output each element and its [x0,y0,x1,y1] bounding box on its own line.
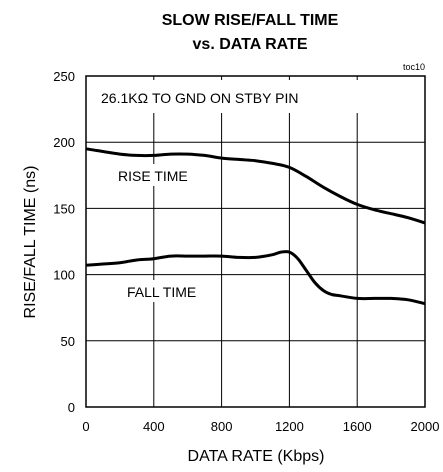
y-tick-labels: 0 50 100 150 200 250 [53,69,75,415]
series-layer [85,147,426,306]
annotation-box [89,80,416,113]
figure-tag: toc10 [403,62,425,72]
y-tick-label: 100 [53,268,75,283]
fall-time-line [85,250,426,306]
fall-label-bg [124,280,212,302]
x-axis-label: DATA RATE (Kbps) [188,448,325,465]
y-tick-label: 50 [61,334,75,349]
chart-title: SLOW RISE/FALL TIME [162,12,339,29]
chart-subtitle: vs. DATA RATE [193,36,308,53]
x-tick-label: 800 [211,419,233,434]
annotation-text: 26.1KΩ TO GND ON STBY PIN [101,90,298,106]
y-tick-label: 200 [53,135,75,150]
x-tick-label: 0 [82,419,89,434]
plot-frame [85,75,426,408]
x-tick-label: 1600 [343,419,372,434]
fall-time-label: FALL TIME [127,284,196,300]
y-axis-label: RISE/FALL TIME (ns) [22,166,39,319]
x-tick-label: 1200 [275,419,304,434]
y-tick-label: 150 [53,201,75,216]
rise-time-line [85,147,426,225]
rise-label-bg [114,164,202,186]
rise-time-label: RISE TIME [118,168,188,184]
y-tick-label: 0 [68,400,75,415]
grid [86,76,425,407]
x-tick-labels: 0 400 800 1200 1600 2000 [82,419,439,434]
y-tick-label: 250 [53,69,75,84]
x-tick-label: 400 [143,419,165,434]
x-tick-label: 2000 [411,419,440,434]
